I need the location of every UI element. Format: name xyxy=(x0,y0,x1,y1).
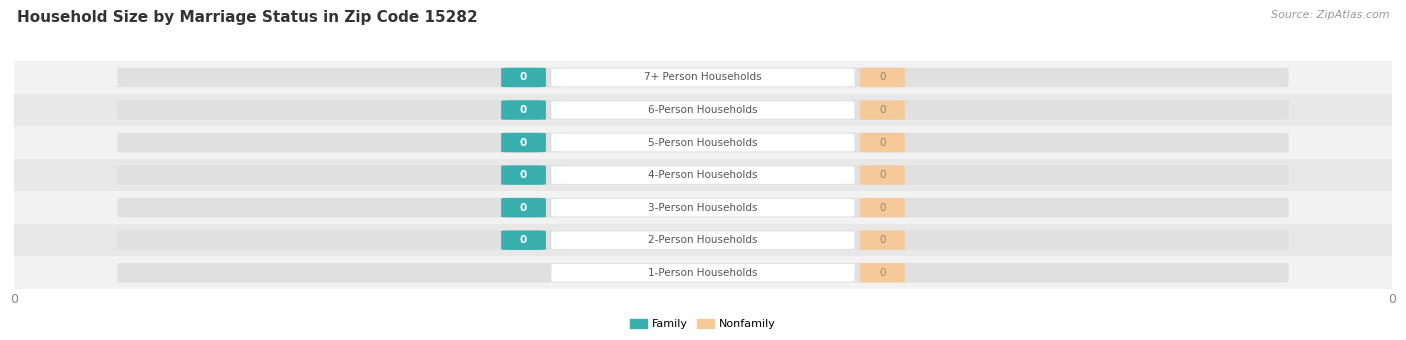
FancyBboxPatch shape xyxy=(551,199,855,217)
FancyBboxPatch shape xyxy=(117,68,1289,87)
FancyBboxPatch shape xyxy=(501,165,546,185)
FancyBboxPatch shape xyxy=(860,198,905,217)
Text: 0: 0 xyxy=(520,72,527,83)
Text: 0: 0 xyxy=(520,203,527,212)
Text: 0: 0 xyxy=(879,268,886,278)
FancyBboxPatch shape xyxy=(117,133,1289,152)
Bar xyxy=(14,94,1392,126)
FancyBboxPatch shape xyxy=(501,231,546,250)
Legend: Family, Nonfamily: Family, Nonfamily xyxy=(626,314,780,334)
FancyBboxPatch shape xyxy=(551,166,855,184)
Text: 0: 0 xyxy=(520,170,527,180)
FancyBboxPatch shape xyxy=(117,263,1289,283)
Text: 2-Person Households: 2-Person Households xyxy=(648,235,758,245)
FancyBboxPatch shape xyxy=(860,165,905,185)
FancyBboxPatch shape xyxy=(501,100,546,120)
Text: 0: 0 xyxy=(520,235,527,245)
FancyBboxPatch shape xyxy=(860,231,905,250)
Text: 7+ Person Households: 7+ Person Households xyxy=(644,72,762,83)
Text: 1-Person Households: 1-Person Households xyxy=(648,268,758,278)
FancyBboxPatch shape xyxy=(117,100,1289,120)
Text: 0: 0 xyxy=(879,235,886,245)
Text: 0: 0 xyxy=(879,203,886,212)
FancyBboxPatch shape xyxy=(551,134,855,151)
FancyBboxPatch shape xyxy=(117,231,1289,250)
Bar xyxy=(14,224,1392,256)
Text: 0: 0 xyxy=(879,170,886,180)
FancyBboxPatch shape xyxy=(551,101,855,119)
FancyBboxPatch shape xyxy=(501,133,546,152)
FancyBboxPatch shape xyxy=(860,68,905,87)
Text: 0: 0 xyxy=(879,138,886,148)
Text: Household Size by Marriage Status in Zip Code 15282: Household Size by Marriage Status in Zip… xyxy=(17,10,478,25)
Text: 0: 0 xyxy=(520,105,527,115)
FancyBboxPatch shape xyxy=(860,133,905,152)
Text: 0: 0 xyxy=(879,105,886,115)
Bar xyxy=(14,61,1392,94)
Text: 3-Person Households: 3-Person Households xyxy=(648,203,758,212)
Bar xyxy=(14,159,1392,191)
Bar xyxy=(14,191,1392,224)
FancyBboxPatch shape xyxy=(501,68,546,87)
Text: 0: 0 xyxy=(520,138,527,148)
Text: 6-Person Households: 6-Person Households xyxy=(648,105,758,115)
FancyBboxPatch shape xyxy=(551,264,855,282)
FancyBboxPatch shape xyxy=(860,100,905,120)
FancyBboxPatch shape xyxy=(501,198,546,217)
Text: 5-Person Households: 5-Person Households xyxy=(648,138,758,148)
FancyBboxPatch shape xyxy=(551,69,855,86)
FancyBboxPatch shape xyxy=(860,263,905,283)
FancyBboxPatch shape xyxy=(117,198,1289,217)
FancyBboxPatch shape xyxy=(551,232,855,249)
Text: 4-Person Households: 4-Person Households xyxy=(648,170,758,180)
Bar xyxy=(14,256,1392,289)
Text: Source: ZipAtlas.com: Source: ZipAtlas.com xyxy=(1271,10,1389,20)
Bar xyxy=(14,126,1392,159)
FancyBboxPatch shape xyxy=(117,165,1289,185)
Text: 0: 0 xyxy=(879,72,886,83)
